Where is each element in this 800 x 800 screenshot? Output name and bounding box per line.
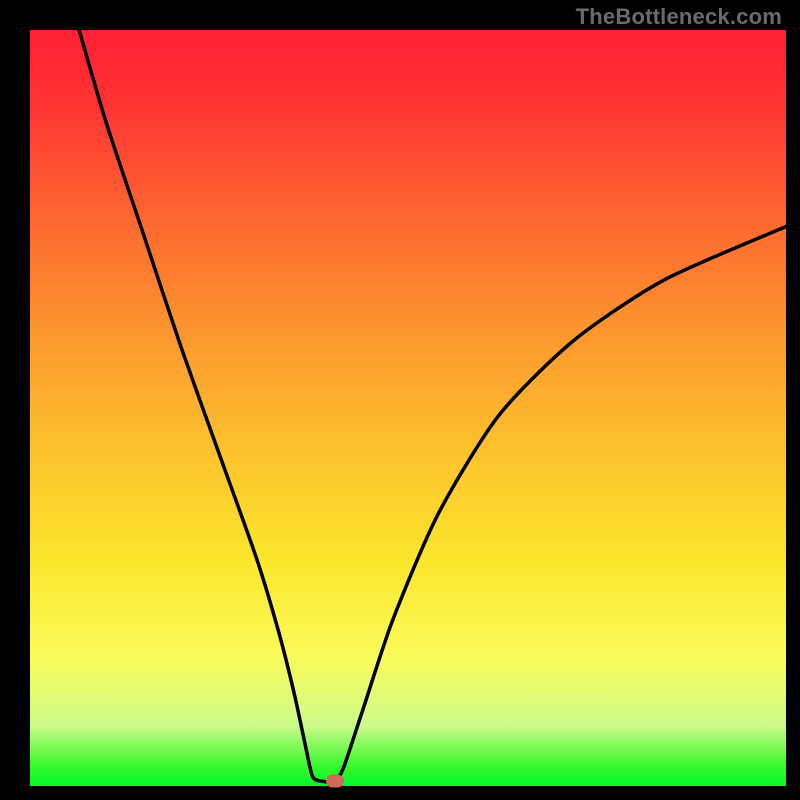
optimum-marker: [326, 775, 344, 788]
chart-frame: TheBottleneck.com: [0, 0, 800, 800]
bottleneck-curve: [30, 30, 786, 786]
curve-path: [79, 30, 786, 782]
watermark-label: TheBottleneck.com: [576, 4, 782, 30]
plot-area: [30, 30, 786, 786]
